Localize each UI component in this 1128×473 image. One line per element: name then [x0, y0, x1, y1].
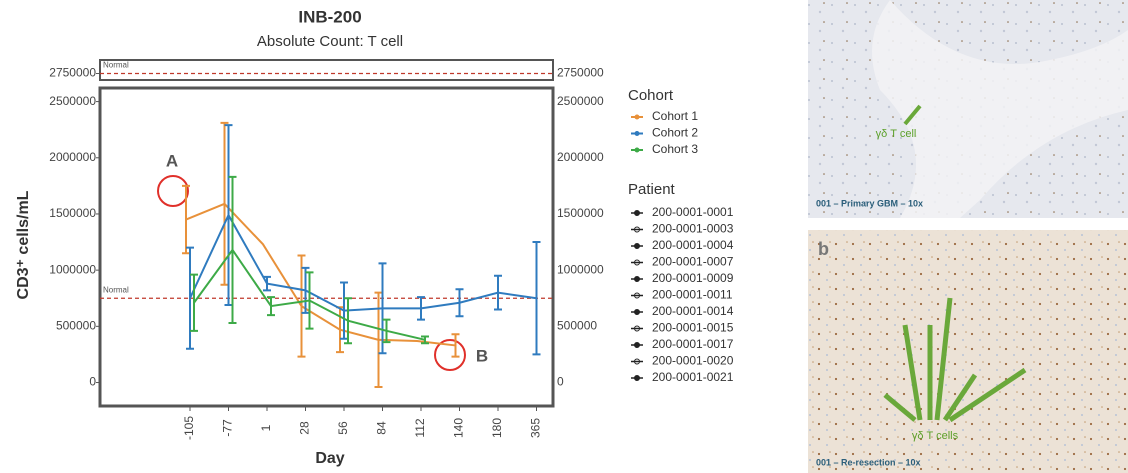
x-tick-label: -77 — [221, 419, 235, 437]
highlight-circle — [434, 339, 466, 371]
y-tick-label: 1000000 — [557, 262, 604, 276]
y-tick-label: 2500000 — [557, 94, 604, 108]
y-tick-label: 2750000 — [49, 66, 96, 80]
legend-swatch — [634, 147, 640, 153]
x-tick-label: 180 — [490, 418, 504, 438]
legend-swatch — [634, 259, 640, 266]
legend-title: Patient — [628, 181, 676, 198]
legend-swatch — [634, 358, 640, 365]
normal-label: Normal — [103, 285, 129, 294]
legend-swatch — [634, 243, 640, 249]
y-tick-label: 2750000 — [557, 66, 604, 80]
legend-label: 200-0001-0011 — [652, 288, 733, 302]
legend-swatch — [634, 210, 640, 216]
x-tick-label: -105 — [182, 416, 196, 440]
normal-label: Normal — [103, 61, 129, 70]
y-tick-label: 2500000 — [49, 94, 96, 108]
legend-label: 200-0001-0004 — [652, 238, 734, 252]
error-bar — [190, 273, 198, 332]
legend-label: 200-0001-0009 — [652, 271, 734, 285]
arrow — [903, 104, 922, 126]
x-tick-label: 56 — [336, 421, 350, 435]
legend-label: 200-0001-0003 — [652, 222, 734, 236]
x-tick-label: 84 — [375, 421, 389, 435]
y-tick-label: 2000000 — [49, 150, 96, 164]
legend-swatch — [634, 226, 640, 233]
legend-label: 200-0001-0015 — [652, 321, 734, 335]
image-caption: 001 – Primary GBM – 10x — [816, 198, 923, 208]
legend-title: Cohort — [628, 87, 674, 104]
legend-swatch — [634, 131, 640, 136]
y-tick-label: 1500000 — [557, 206, 604, 220]
y-tick-label: 500000 — [56, 319, 96, 333]
error-bar — [451, 333, 460, 358]
x-axis-label: Day — [315, 450, 344, 467]
legend-swatch — [634, 325, 640, 332]
y-tick-label: 2000000 — [557, 150, 604, 164]
y-tick-label: 1000000 — [49, 262, 96, 276]
annotation: A — [166, 151, 178, 170]
legend-swatch — [634, 276, 640, 282]
x-tick-label: 112 — [413, 418, 427, 437]
legend-label: Cohort 1 — [652, 109, 698, 123]
y-axis-label: CD3⁺ cells/mL — [15, 190, 32, 299]
image-label: γδ T cell — [876, 128, 917, 140]
x-tick-label: 140 — [452, 418, 466, 438]
y-tick-label: 0 — [89, 375, 96, 389]
x-tick-label: 365 — [529, 418, 543, 438]
legend-swatch — [634, 292, 640, 299]
image-caption: 001 – Re-resection – 10x — [816, 457, 921, 467]
panel-label: b — [818, 239, 829, 259]
legend-swatch — [634, 309, 640, 315]
legend-swatch — [634, 342, 640, 348]
legend-label: Cohort 3 — [652, 142, 698, 156]
top-panel-frame — [99, 59, 554, 81]
legend-swatch — [634, 114, 640, 120]
chart-subtitle: Absolute Count: T cell — [257, 33, 403, 50]
mean-line — [193, 248, 426, 341]
chart-title: INB-200 — [298, 7, 361, 26]
legend-label: Cohort 2 — [652, 126, 698, 140]
legend-label: 200-0001-0001 — [652, 205, 734, 219]
mean-line — [185, 202, 456, 347]
legend-label: 200-0001-0017 — [652, 337, 734, 351]
y-tick-label: 1500000 — [49, 206, 96, 220]
y-tick-label: 500000 — [557, 319, 597, 333]
mean-line — [189, 212, 537, 312]
annotation: B — [476, 346, 488, 365]
tissue-gap — [872, 0, 1128, 218]
legend-label: 200-0001-0021 — [652, 370, 734, 384]
micrograph — [808, 230, 1128, 473]
highlight-circle — [157, 175, 189, 207]
plot-frame — [98, 86, 555, 408]
legend-label: 200-0001-0020 — [652, 354, 734, 368]
x-tick-label: 28 — [298, 421, 312, 435]
error-bar — [421, 335, 429, 345]
legend-label: 200-0001-0014 — [652, 304, 734, 318]
x-tick-label: 1 — [259, 424, 273, 431]
image-label: γδ T cells — [912, 430, 959, 442]
legend-swatch — [634, 375, 640, 381]
arrows — [883, 297, 1027, 423]
legend-label: 200-0001-0007 — [652, 255, 734, 269]
y-tick-label: 0 — [557, 375, 564, 389]
